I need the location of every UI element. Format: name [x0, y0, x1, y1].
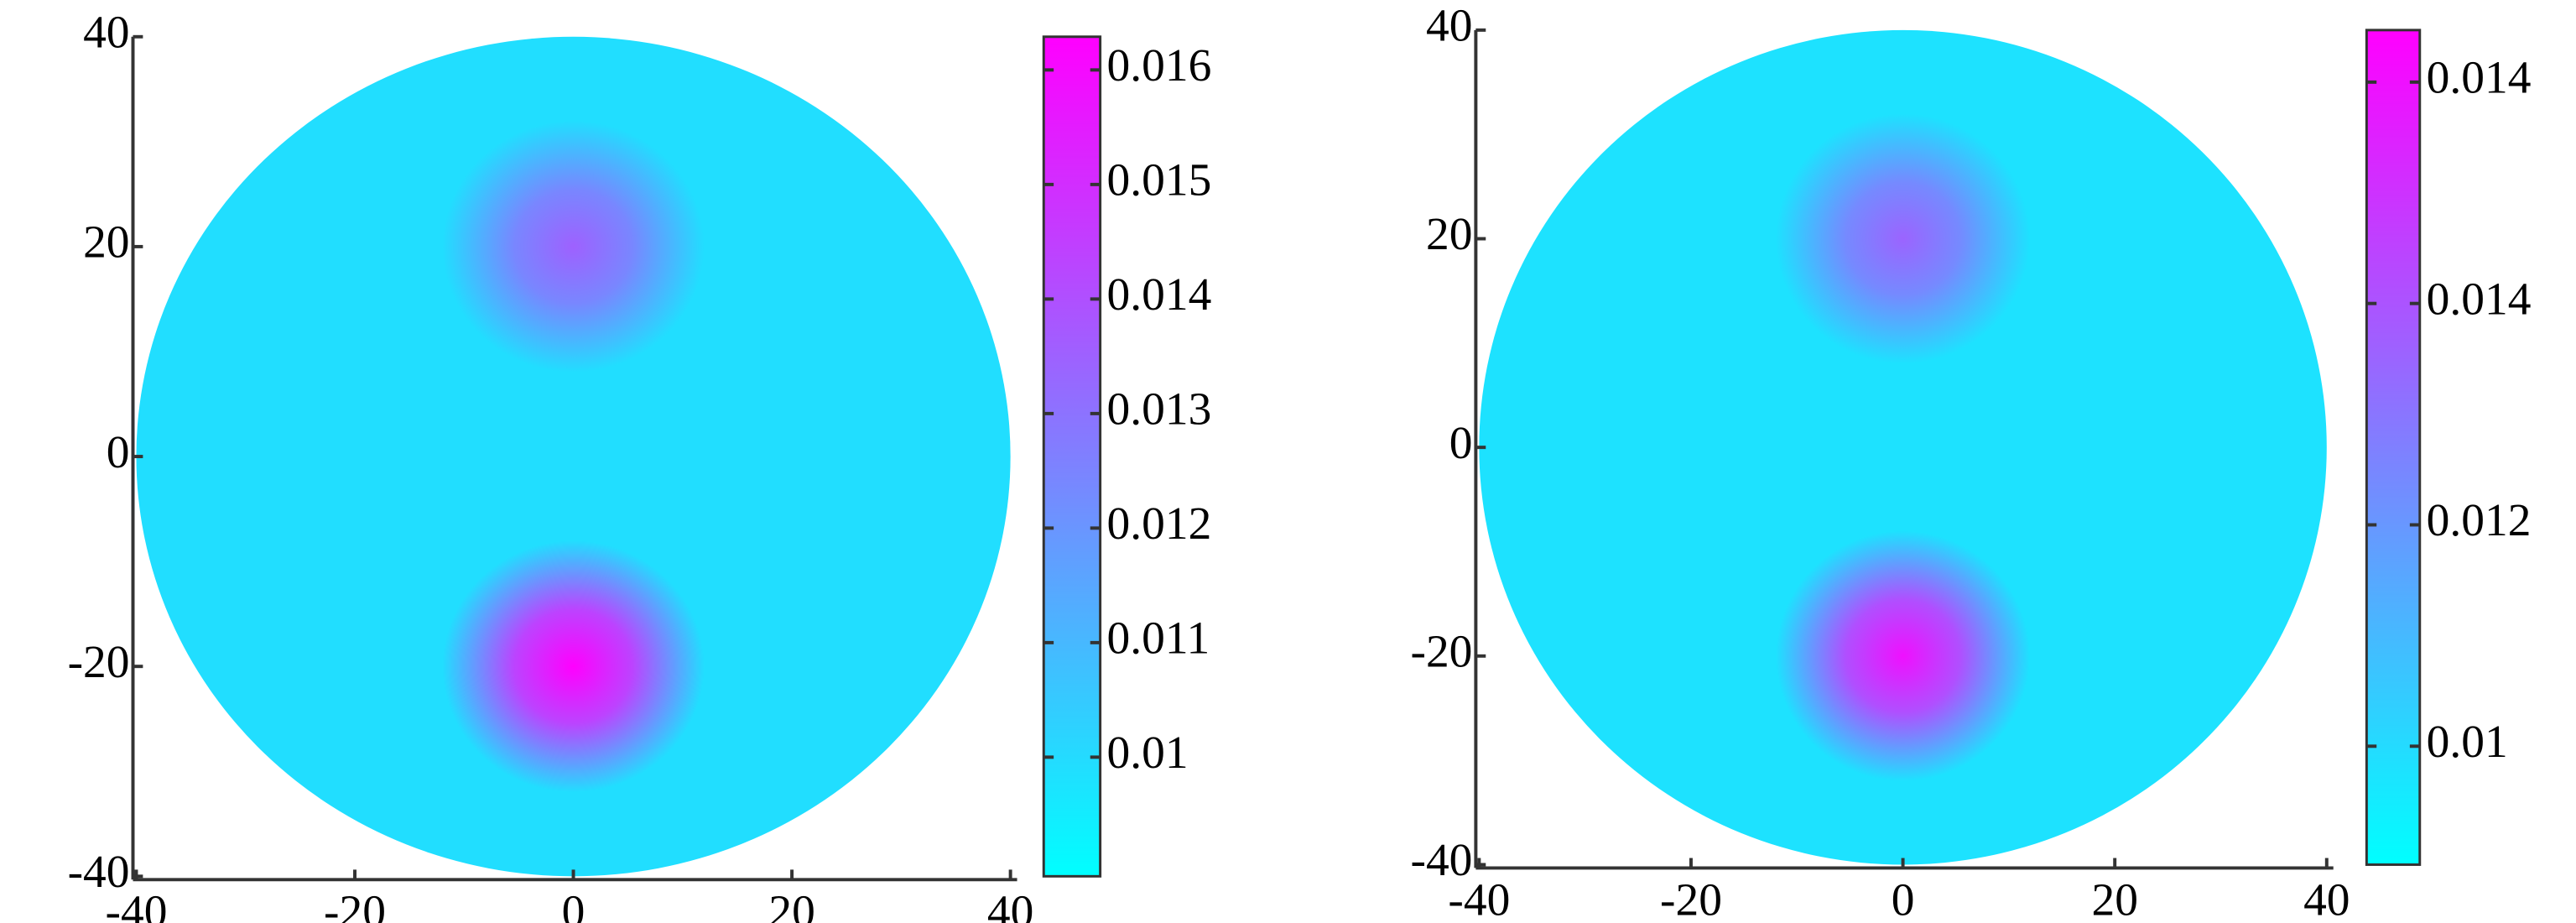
- colorbar-tick-label: 0.013: [1107, 383, 1212, 435]
- heatmap-spot: [442, 120, 705, 373]
- colorbar-tick-label: 0.01: [2427, 716, 2508, 767]
- colorbar: [1042, 35, 1102, 878]
- x-tick-label: -20: [324, 886, 386, 923]
- colorbar-tick-label: 0.016: [1107, 39, 1212, 91]
- x-tick-label: 0: [562, 886, 585, 923]
- heatmap-spot: [442, 540, 705, 793]
- y-tick-label: -20: [1410, 626, 1472, 677]
- x-tick-label: -40: [1448, 874, 1510, 923]
- y-tick-label: -20: [68, 636, 130, 687]
- x-tick-label: 40: [2303, 874, 2350, 923]
- y-tick-label: 40: [83, 7, 129, 58]
- x-tick-label: 20: [768, 886, 814, 923]
- colorbar: [2365, 29, 2422, 866]
- heatmap-spots: [442, 120, 705, 793]
- y-tick-label: 0: [107, 426, 130, 477]
- x-tick-label: 40: [987, 886, 1033, 923]
- colorbar-tick-label: 0.015: [1107, 154, 1212, 206]
- heatmap-spots: [1776, 113, 2031, 782]
- heatmap-spot: [1776, 113, 2031, 364]
- colorbar-tick-label: 0.014: [1107, 269, 1212, 320]
- heatmap-spot: [1776, 530, 2031, 782]
- x-tick-label: -20: [1660, 874, 1722, 923]
- heatmap-panel: -40 -20 0 20 40 -40 -20 0 20 40 0.01 0.011 0.012 0.01…: [68, 7, 1212, 923]
- y-tick-label: 0: [1449, 417, 1473, 468]
- colorbar-tick-label: 0.012: [1107, 498, 1212, 549]
- heatmap-panel: -40 -20 0 20 40 -40 -20 0 20 40 0.01 0.012 0.014 0.01…: [1410, 0, 2531, 923]
- colorbar-tick-label: 0.012: [2427, 494, 2532, 545]
- y-tick-label: -40: [68, 846, 130, 897]
- heatmap-background: [1479, 29, 2327, 865]
- colorbar-tick-label: 0.01: [1107, 727, 1189, 778]
- colorbar-tick-label: 0.014: [2427, 52, 2532, 103]
- y-tick-label: -40: [1410, 834, 1472, 885]
- colorbar-tick-label: 0.011: [1107, 613, 1210, 664]
- y-tick-label: 20: [83, 216, 129, 268]
- x-tick-label: 0: [1892, 874, 1915, 923]
- x-tick-label: 20: [2091, 874, 2137, 923]
- heatmap-background: [136, 36, 1011, 877]
- y-tick-label: 40: [1426, 0, 1472, 51]
- y-tick-label: 20: [1426, 208, 1472, 259]
- colorbar-tick-label: 0.014: [2427, 273, 2532, 324]
- x-tick-label: -40: [105, 886, 167, 923]
